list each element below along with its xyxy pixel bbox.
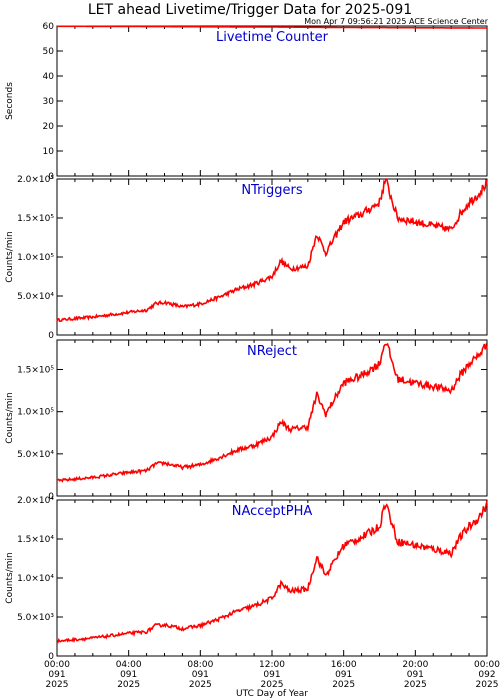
series-line bbox=[57, 25, 487, 29]
x-tick-label: 08:00 bbox=[187, 660, 213, 670]
y-tick-label: 60 bbox=[43, 22, 55, 32]
x-tick-labels: 00:00091202504:00091202508:00091202512:0… bbox=[44, 660, 500, 690]
y-tick-label: 1.0×10⁵ bbox=[17, 408, 54, 418]
x-tick-label: 2025 bbox=[404, 680, 427, 690]
y-tick-label: 5.0×10³ bbox=[17, 613, 54, 623]
x-tick-label: 2025 bbox=[332, 680, 355, 690]
x-tick-label: 00:00 bbox=[474, 660, 500, 670]
panel-label: NReject bbox=[247, 344, 297, 359]
panel-1: 0 10 20 30 40 50 60 Seconds Livetime Counter bbox=[5, 22, 488, 182]
y-tick-label: 1.5×10⁵ bbox=[17, 214, 54, 224]
y-tick-label: 0 bbox=[48, 331, 54, 341]
y-tick-label: 2.0×10⁴ bbox=[17, 496, 54, 506]
y-tick-label: 0 bbox=[48, 492, 54, 502]
panel-frame bbox=[56, 178, 488, 336]
y-tick-label: 0 bbox=[48, 652, 54, 662]
y-tick-label: 30 bbox=[43, 97, 55, 107]
y-tick-label: 5.0×10⁴ bbox=[17, 450, 54, 460]
x-tick-label: 20:00 bbox=[402, 660, 428, 670]
panel-label: NTriggers bbox=[241, 183, 303, 198]
panel-2: 0 5.0×10⁴ 1.0×10⁵ 1.5×10⁵ 2.0×10⁵ Counts/min N… bbox=[5, 175, 488, 341]
panel-label: Livetime Counter bbox=[216, 30, 329, 45]
panel-4: 0 5.0×10³ 1.0×10⁴ 1.5×10⁴ 2.0×10⁴ Counts/min N… bbox=[5, 496, 488, 662]
panels-group: 0 10 20 30 40 50 60 Seconds Livetime Counter 0 5.0… bbox=[5, 22, 488, 662]
x-tick-label: 091 bbox=[192, 670, 209, 680]
y-tick-label: 2.0×10⁵ bbox=[17, 175, 54, 185]
y-tick-label: 50 bbox=[43, 47, 55, 57]
series-line bbox=[56, 178, 488, 322]
y-axis-label: Seconds bbox=[5, 82, 15, 120]
panel-frame bbox=[56, 499, 488, 657]
x-tick-label: 091 bbox=[407, 670, 424, 680]
x-axis-label: UTC Day of Year bbox=[236, 689, 308, 699]
x-tick-label: 2025 bbox=[46, 680, 69, 690]
y-axis-label: Counts/min bbox=[5, 231, 15, 282]
y-axis-label: Counts/min bbox=[5, 392, 15, 443]
x-tick-label: 12:00 bbox=[259, 660, 285, 670]
x-tick-label: 2025 bbox=[476, 680, 499, 690]
x-tick-label: 091 bbox=[263, 670, 280, 680]
y-tick-label: 0 bbox=[48, 172, 54, 182]
x-tick-label: 091 bbox=[48, 670, 65, 680]
panel-label: NAcceptPHA bbox=[232, 504, 313, 519]
x-tick-label: 091 bbox=[335, 670, 352, 680]
y-axis-label: Counts/min bbox=[5, 552, 15, 603]
x-tick-label: 2025 bbox=[261, 680, 284, 690]
series-line bbox=[56, 342, 488, 483]
y-tick-label: 10 bbox=[43, 147, 55, 157]
x-tick-label: 092 bbox=[478, 670, 495, 680]
y-tick-label: 40 bbox=[43, 72, 55, 82]
x-tick-label: 2025 bbox=[189, 680, 212, 690]
y-tick-label: 5.0×10⁴ bbox=[17, 292, 54, 302]
chart-subtitle: Mon Apr 7 09:56:21 2025 ACE Science Cent… bbox=[304, 17, 489, 26]
y-tick-label: 1.5×10⁴ bbox=[17, 535, 54, 545]
y-tick-label: 1.5×10⁵ bbox=[17, 366, 54, 376]
x-tick-label: 04:00 bbox=[116, 660, 142, 670]
x-tick-label: 00:00 bbox=[44, 660, 70, 670]
x-tick-label: 16:00 bbox=[331, 660, 357, 670]
panel-3: 0 5.0×10⁴ 1.0×10⁵ 1.5×10⁵ Counts/min NReject bbox=[5, 339, 488, 502]
panel-frame bbox=[56, 25, 488, 177]
y-tick-label: 1.0×10⁴ bbox=[17, 574, 54, 584]
y-tick-label: 1.0×10⁵ bbox=[17, 253, 54, 263]
chart-title: LET ahead Livetime/Trigger Data for 2025… bbox=[88, 2, 412, 18]
series-line bbox=[56, 500, 488, 644]
y-tick-label: 20 bbox=[43, 122, 55, 132]
x-tick-label: 091 bbox=[120, 670, 137, 680]
x-tick-label: 2025 bbox=[117, 680, 140, 690]
